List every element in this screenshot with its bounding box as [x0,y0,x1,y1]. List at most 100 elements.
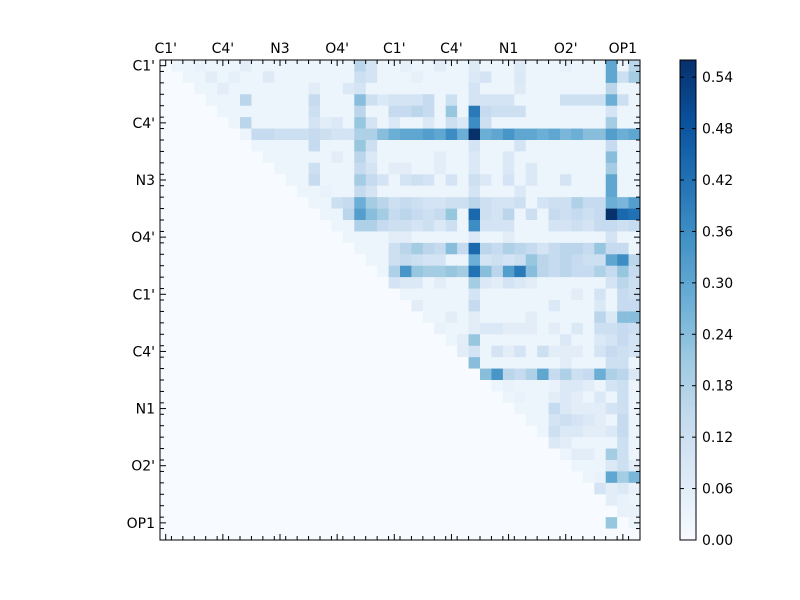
heatmap-cell [434,380,447,392]
heatmap-cell [582,300,595,312]
heatmap-cell [514,334,527,347]
heatmap-cell [411,197,424,209]
heatmap-cell [194,208,207,221]
heatmap-cell [297,162,309,175]
heatmap-cell [594,505,607,518]
heatmap-cell [502,277,515,289]
heatmap-cell [537,254,549,267]
heatmap-cell [354,162,367,175]
heatmap-cell [194,71,207,84]
heatmap-cell [560,151,572,164]
heatmap-cell [571,162,584,175]
heatmap-cell [354,254,367,267]
heatmap-cell [502,482,515,495]
heatmap-cell [514,94,527,107]
heatmap-cell [537,425,549,438]
heatmap-cell [365,220,378,232]
heatmap-cell [274,334,287,347]
heatmap-cell [617,437,629,449]
heatmap-cell [422,425,435,438]
heatmap-cell [297,174,309,187]
heatmap-cell [262,117,275,129]
heatmap-cell [388,162,401,175]
heatmap-cell [377,242,389,255]
heatmap-cell [160,300,172,312]
heatmap-cell [502,128,515,141]
heatmap-cell [354,105,367,118]
heatmap-cell [434,151,447,164]
heatmap-cell [491,448,504,461]
heatmap-cell [514,242,527,255]
heatmap-cell [240,414,252,427]
heatmap-cell [514,105,527,118]
heatmap-cell [251,528,264,541]
heatmap-cell [354,300,367,312]
heatmap-cell [205,357,218,369]
heatmap-cell [297,345,309,358]
heatmap-cell [262,197,275,209]
heatmap-cell [468,265,481,278]
heatmap-cell [457,208,469,221]
heatmap-cell [217,128,229,141]
heatmap-cell [240,391,252,404]
heatmap-cell [491,151,504,164]
heatmap-cell [548,471,561,484]
heatmap-cell [480,505,492,518]
heatmap-cell [457,528,469,541]
heatmap-cell [571,460,584,472]
heatmap-cell [377,414,389,427]
heatmap-cell [605,517,618,529]
heatmap-cell [388,231,401,244]
heatmap-cell [171,94,184,107]
heatmap-cell [594,460,607,472]
heatmap-cell [297,185,309,198]
heatmap-cell [251,300,264,312]
heatmap-cell [594,265,607,278]
heatmap-cell [605,391,618,404]
heatmap-cell [525,105,538,118]
heatmap-cell [480,185,492,198]
heatmap-cell [525,368,538,381]
heatmap-cell [194,322,207,335]
heatmap-cell [548,505,561,518]
heatmap-cell [502,334,515,347]
heatmap-cell [365,517,378,529]
heatmap-cell [617,425,629,438]
heatmap-cell [308,117,321,129]
heatmap-cell [160,505,172,518]
heatmap-cell [537,368,549,381]
heatmap-cell [171,334,184,347]
heatmap-cell [388,208,401,221]
heatmap-cell [617,288,629,301]
heatmap-cell [400,425,412,438]
heatmap-cell [605,528,618,541]
heatmap-cell [342,265,355,278]
heatmap-cell [468,220,481,232]
heatmap-cell [320,288,332,301]
heatmap-cell [560,334,572,347]
heatmap-cell [182,402,195,415]
heatmap-cell [605,60,618,72]
heatmap-cell [251,197,264,209]
heatmap-cell [605,151,618,164]
heatmap-cell [525,517,538,529]
heatmap-cell [560,140,572,152]
heatmap-cell [354,265,367,278]
heatmap-cell [605,94,618,107]
heatmap-cell [171,448,184,461]
heatmap-cell [274,82,287,95]
heatmap-cell [548,448,561,461]
heatmap-cell [457,357,469,369]
heatmap-cell [502,437,515,449]
heatmap-cell [228,231,241,244]
heatmap-cell [217,231,229,244]
heatmap-cell [560,380,572,392]
heatmap-cell [205,391,218,404]
heatmap-cell [571,471,584,484]
heatmap-cell [308,82,321,95]
heatmap-cell [422,471,435,484]
heatmap-cell [434,528,447,541]
heatmap-cell [457,368,469,381]
heatmap-cell [285,208,298,221]
heatmap-cell [297,94,309,107]
